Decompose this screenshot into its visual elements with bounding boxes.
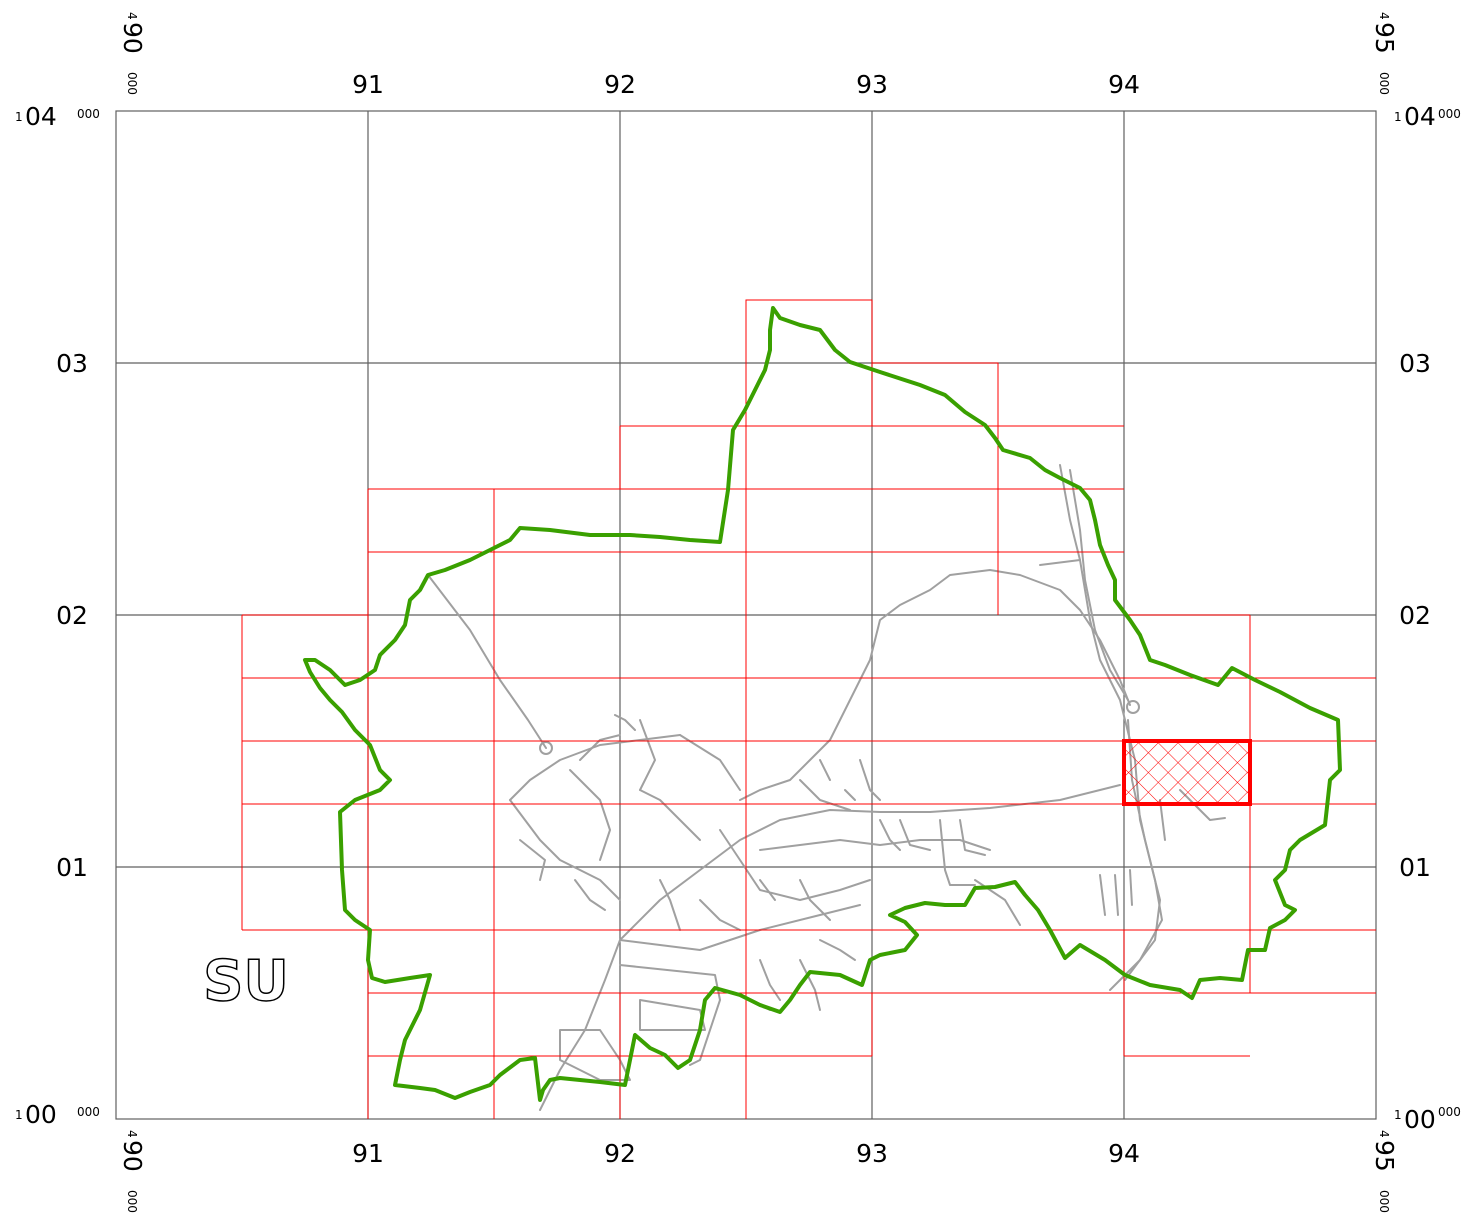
northing-corner-bottom-left: 1 00 000 [15, 1100, 100, 1129]
easting-label-93-bottom: 93 [856, 1139, 888, 1168]
easting-label-94-bottom: 94 [1108, 1139, 1140, 1168]
easting-corner-top-left: 4 90 000 [118, 12, 147, 95]
northing-label-03-left: 03 [56, 349, 88, 378]
northing-label-01-right: 01 [1399, 853, 1431, 882]
svg-text:000: 000 [1377, 1190, 1391, 1213]
svg-text:95: 95 [1370, 22, 1399, 54]
roundabout-west [539, 741, 553, 755]
northing-label-02-right: 02 [1399, 601, 1431, 630]
northing-corner-top-left: 1 04 000 [15, 102, 100, 131]
easting-corner-bottom-left: 4 90 000 [118, 1130, 147, 1213]
easting-label-91-bottom: 91 [352, 1139, 384, 1168]
svg-text:000: 000 [125, 72, 139, 95]
easting-label-92-top: 92 [604, 70, 636, 99]
svg-text:000: 000 [1377, 72, 1391, 95]
svg-text:000: 000 [77, 107, 100, 121]
svg-text:90: 90 [118, 1140, 147, 1172]
northing-corner-top-right: 1 04 000 [1394, 102, 1461, 131]
svg-text:1: 1 [1394, 1108, 1402, 1122]
easting-corner-top-right: 4 95 000 [1370, 12, 1399, 95]
svg-text:95: 95 [1370, 1140, 1399, 1172]
grid-letters: SU [203, 949, 289, 1014]
highlighted-sheet[interactable] [1122, 739, 1252, 806]
svg-text:000: 000 [1438, 107, 1461, 121]
svg-text:4: 4 [125, 1130, 139, 1138]
easting-labels-bottom: 91 92 93 94 [352, 1139, 1140, 1168]
svg-text:90: 90 [118, 22, 147, 54]
parish-boundary [303, 306, 1342, 1102]
easting-label-92-bottom: 92 [604, 1139, 636, 1168]
svg-text:1: 1 [15, 110, 23, 124]
easting-label-94-top: 94 [1108, 70, 1140, 99]
svg-text:1: 1 [15, 1108, 23, 1122]
svg-text:00: 00 [25, 1100, 57, 1129]
northing-label-01-left: 01 [56, 853, 88, 882]
svg-text:1: 1 [1394, 110, 1402, 124]
easting-label-93-top: 93 [856, 70, 888, 99]
svg-text:00: 00 [1404, 1105, 1436, 1134]
svg-text:4: 4 [125, 12, 139, 20]
northing-label-02-left: 02 [56, 601, 88, 630]
northing-labels-right: 03 02 01 [1399, 349, 1431, 882]
svg-text:000: 000 [125, 1190, 139, 1213]
svg-text:4: 4 [1377, 12, 1391, 20]
northing-corner-bottom-right: 1 00 000 [1394, 1105, 1461, 1134]
svg-text:000: 000 [77, 1105, 100, 1119]
svg-text:04: 04 [1404, 102, 1436, 131]
map-sheet-grid [241, 299, 1376, 1119]
easting-labels-top: 91 92 93 94 [352, 70, 1140, 99]
easting-corner-bottom-right: 4 95 000 [1370, 1130, 1399, 1213]
northing-labels-left: 03 02 01 [56, 349, 88, 882]
northing-label-03-right: 03 [1399, 349, 1431, 378]
svg-text:000: 000 [1438, 1105, 1461, 1119]
easting-label-91-top: 91 [352, 70, 384, 99]
roundabout-north [1126, 700, 1140, 714]
svg-text:04: 04 [25, 102, 57, 131]
svg-text:4: 4 [1377, 1130, 1391, 1138]
